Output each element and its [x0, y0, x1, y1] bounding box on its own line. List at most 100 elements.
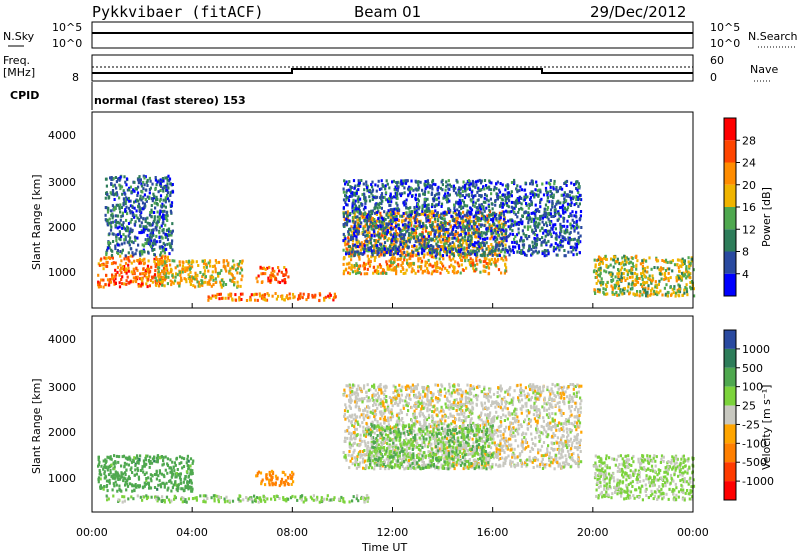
power-cell-r0 — [102, 267, 105, 271]
power-cell-r7 — [688, 275, 691, 279]
power-cell-r6 — [371, 244, 374, 248]
power-cell-r7 — [667, 277, 670, 280]
power-cell-r5 — [428, 214, 431, 218]
power-cell-r6 — [357, 223, 360, 227]
power-cell-r1 — [156, 180, 159, 184]
power-cell-r6 — [348, 219, 351, 223]
power-cell-r1 — [120, 214, 123, 218]
power-cell-r6 — [400, 179, 403, 183]
power-cell-r0 — [120, 271, 123, 275]
power-cell-r6 — [474, 230, 477, 234]
power-cell-r6 — [526, 237, 529, 241]
power-cell-r6 — [389, 195, 392, 198]
power-cell-r6 — [422, 235, 425, 239]
power-cell-r6 — [490, 192, 493, 196]
power-cell-r1 — [171, 248, 174, 252]
power-cell-r5 — [444, 230, 447, 234]
power-cell-r6 — [376, 206, 379, 210]
power-cell-r6 — [433, 232, 437, 236]
power-cell-r1 — [138, 175, 141, 179]
power-cell-r6 — [399, 214, 402, 218]
power-cell-r7 — [661, 259, 664, 262]
power-cell-r6 — [439, 248, 442, 252]
power-cell-r1 — [113, 183, 116, 187]
station-title: Pykkvibaer (fitACF) — [92, 3, 264, 21]
power-cell-r6 — [420, 251, 423, 255]
power-cell-r6 — [565, 199, 568, 203]
freq-label: Freq. — [3, 54, 30, 67]
power-cell-r1 — [130, 210, 133, 214]
power-cell-r5 — [417, 224, 420, 228]
power-cell-r5 — [396, 232, 399, 236]
power-cell-r6 — [546, 212, 549, 216]
power-cell-r7 — [686, 293, 689, 297]
power-cell-r6 — [575, 210, 578, 214]
power-cell-r6 — [528, 247, 531, 251]
power-cell-r6 — [512, 223, 515, 227]
power-cell-r0 — [111, 256, 114, 260]
power-cell-r6 — [402, 201, 405, 205]
power-cell-r2 — [236, 284, 239, 288]
power-cell-r4 — [207, 298, 210, 302]
power-cell-r2 — [236, 266, 239, 270]
power-cell-r6 — [575, 187, 578, 190]
power-cell-r0 — [109, 278, 112, 282]
power-cell-r0 — [105, 261, 108, 265]
power-cell-r6 — [511, 219, 514, 223]
power-cell-r6 — [543, 238, 546, 242]
power-cell-r2 — [236, 280, 239, 284]
power-cell-r1 — [153, 194, 156, 198]
power-cell-r5 — [401, 266, 404, 270]
power-cell-r6 — [471, 250, 474, 254]
power-cell-r6 — [416, 211, 419, 215]
power-cell-r6 — [475, 211, 478, 215]
power-cell-r6 — [428, 209, 431, 213]
power-cell-r3 — [269, 274, 272, 278]
power-cell-r7 — [661, 272, 664, 276]
power-cell-r0 — [105, 256, 108, 260]
power-cell-r1 — [154, 241, 157, 244]
power-cell-r6 — [552, 248, 556, 252]
power-cell-r6 — [438, 192, 441, 196]
power-cell-r1 — [171, 229, 174, 233]
power-cell-r1 — [155, 228, 158, 232]
power-cell-r1 — [108, 217, 111, 221]
power-cell-r5 — [390, 260, 393, 264]
power-cell-r7 — [603, 269, 606, 273]
power-cell-r0 — [132, 271, 135, 275]
power-cell-r6 — [561, 204, 565, 208]
power-cell-r6 — [395, 218, 398, 221]
power-cell-r6 — [365, 186, 369, 190]
power-cell-r3 — [281, 279, 284, 283]
power-cell-r2 — [203, 272, 206, 276]
power-cell-r6 — [488, 187, 491, 191]
power-cell-r6 — [446, 249, 449, 253]
power-cell-r5 — [444, 250, 447, 254]
power-cell-r7 — [627, 270, 630, 274]
power-cell-r1 — [161, 215, 164, 219]
power-cell-r7 — [628, 292, 631, 296]
power-cell-r5 — [460, 246, 463, 250]
power-cell-r7 — [685, 290, 689, 294]
power-cell-r1 — [156, 210, 159, 214]
power-cell-r1 — [134, 187, 137, 190]
power-cell-r6 — [526, 215, 529, 219]
power-cell-r6 — [459, 238, 462, 242]
power-cell-r1 — [109, 223, 112, 227]
power-cell-r6 — [417, 180, 420, 184]
power-cell-r0 — [130, 270, 133, 274]
power-cell-r2 — [240, 278, 243, 282]
power-cell-r5 — [435, 256, 438, 260]
power-cell-r5 — [410, 223, 413, 227]
power-cell-r2 — [188, 275, 191, 279]
power-cell-r7 — [642, 281, 645, 285]
power-cell-r1 — [128, 186, 131, 190]
power-cell-r7 — [690, 280, 694, 283]
power-cell-r5 — [348, 272, 351, 276]
power-cell-r6 — [358, 197, 362, 201]
power-cell-r6 — [534, 216, 537, 220]
power-cell-r6 — [468, 188, 472, 191]
power-cell-r7 — [617, 281, 620, 284]
power-cell-r6 — [370, 210, 373, 214]
power-cell-r6 — [516, 197, 519, 200]
